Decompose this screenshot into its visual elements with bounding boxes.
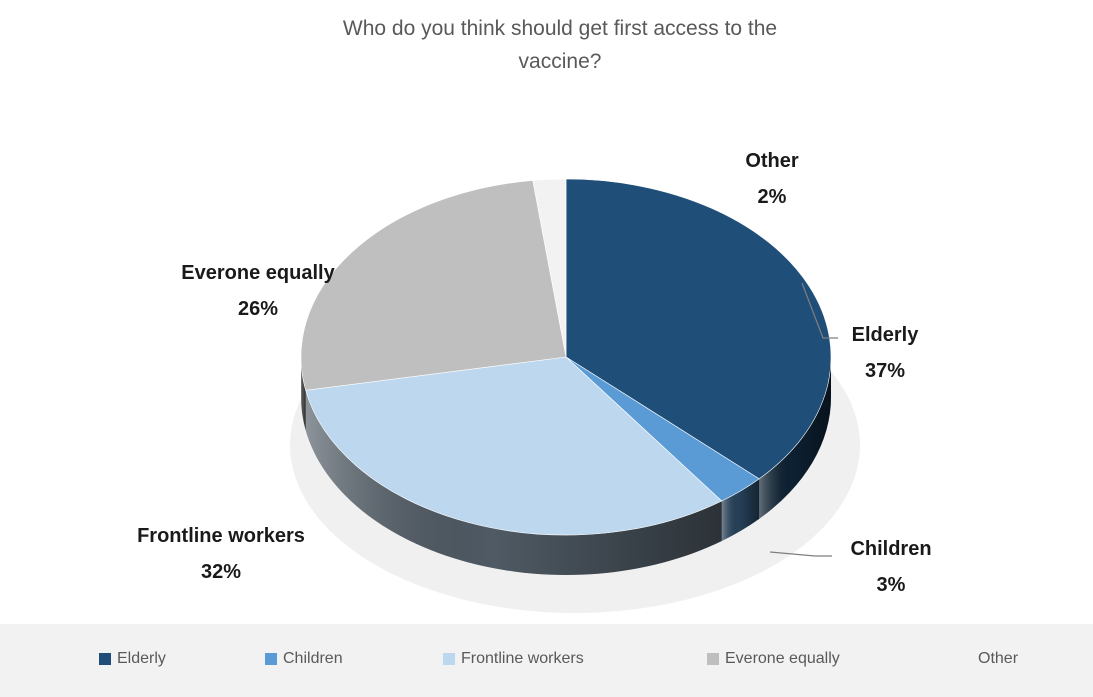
data-label-other-value: 2% (758, 186, 787, 208)
data-label-children-name: Children (850, 538, 931, 560)
leader-line-elderly (801, 282, 838, 339)
data-labels: Other 2% Elderly 37% Children 3% Frontli… (137, 150, 931, 596)
pie-side-shading-elderly (759, 357, 831, 519)
pie-slice-everone-equally (300, 180, 567, 391)
legend-swatch-other (960, 653, 972, 665)
legend-item-other: Other (960, 650, 1018, 668)
legend-label-everone-equally: Everone equally (725, 650, 840, 667)
legend-item-children: Children (265, 650, 343, 668)
legend-item-everone-equally: Everone equally (707, 650, 840, 668)
pie-chart: Other 2% Elderly 37% Children 3% Frontli… (137, 150, 932, 613)
pie-top (300, 178, 832, 536)
data-label-other-name: Other (745, 150, 799, 172)
legend-item-frontline-workers: Frontline workers (443, 650, 584, 668)
data-label-elderly-name: Elderly (852, 324, 920, 346)
legend-label-elderly: Elderly (117, 650, 166, 667)
legend-label-children: Children (283, 650, 343, 667)
pie-side-shading-children (721, 478, 760, 542)
chart-legend: Elderly Children Frontline workers Evero… (0, 624, 1093, 697)
legend-swatch-everone-equally (707, 653, 719, 665)
data-label-everone-equally-name: Everone equally (181, 262, 335, 284)
data-label-everone-equally-value: 26% (238, 298, 278, 320)
pie-slice-frontline-workers (305, 356, 723, 536)
legend-swatch-elderly (99, 653, 111, 665)
legend-item-elderly: Elderly (99, 650, 166, 668)
leader-line-children (769, 551, 832, 557)
chart-title-line-2: vaccine? (518, 50, 602, 73)
data-label-elderly-value: 37% (865, 360, 905, 382)
data-label-frontline-workers-name: Frontline workers (137, 525, 305, 547)
data-label-children-value: 3% (877, 574, 906, 596)
data-label-frontline-workers-value: 32% (201, 561, 241, 583)
legend-label-frontline-workers: Frontline workers (461, 650, 584, 667)
legend-label-other: Other (978, 650, 1019, 667)
pie-slice-other (532, 178, 567, 358)
leader-lines (769, 282, 838, 557)
legend-swatch-frontline-workers (443, 653, 455, 665)
legend-swatch-children (265, 653, 277, 665)
chart-title-line-1: Who do you think should get first access… (342, 17, 778, 40)
chart-title: Who do you think should get first access… (0, 12, 1093, 78)
pie-side-shading-frontline-workers (305, 390, 722, 575)
pie-slice-elderly (565, 178, 832, 480)
